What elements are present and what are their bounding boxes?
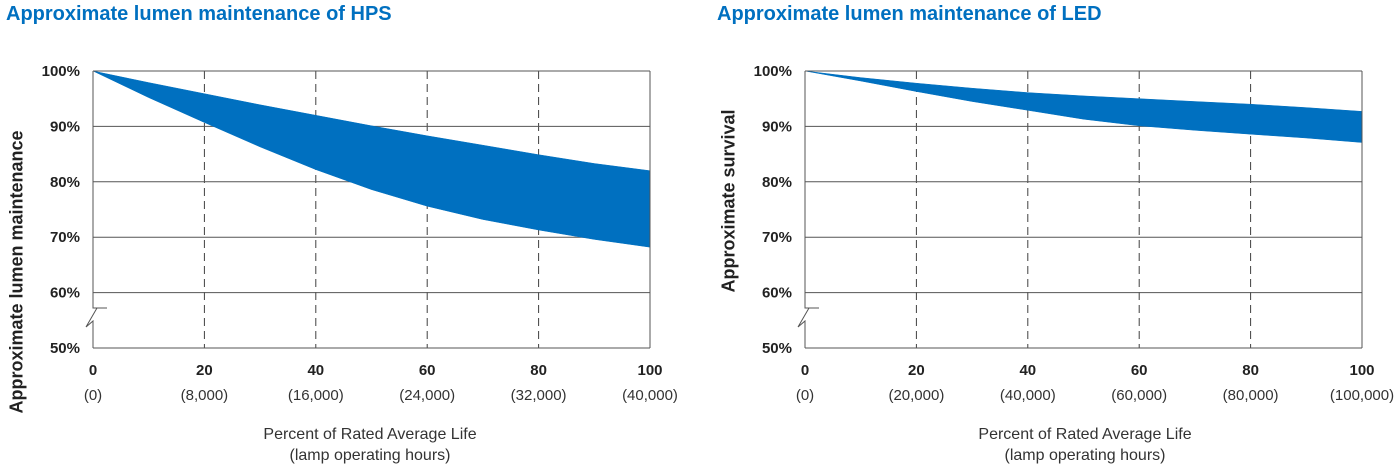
x-tick-sublabel: (80,000) [1223,387,1279,404]
axis-break-icon [797,307,810,348]
y-tick-label: 50% [762,340,792,357]
x-tick-sublabel: (40,000) [1000,387,1056,404]
y-tick-label: 60% [50,285,80,302]
x-tick-sublabel: (16,000) [288,387,344,404]
x-tick-label: 40 [1019,362,1036,379]
x-tick-label: 60 [1131,362,1148,379]
lumen-maintenance-band [804,70,1363,143]
x-axis-title-line2: (lamp operating hours) [289,447,451,464]
x-axis-title-line1: Percent of Rated Average Life [978,426,1192,443]
y-tick-label: 90% [762,118,792,135]
x-tick-label: 100 [637,362,662,379]
axis-break-icon [85,307,98,348]
hps-chart-panel: Approximate lumen maintenance of HPS App… [6,3,678,466]
x-axis-title: Percent of Rated Average Life (lamp oper… [835,424,1335,466]
x-tick-label: 80 [530,362,547,379]
x-tick-label: 0 [89,362,97,379]
y-tick-label: 100% [42,63,80,80]
led-chart-panel: Approximate lumen maintenance of LED App… [700,0,1400,474]
chart-title: Approximate lumen maintenance of HPS [6,3,392,25]
y-tick-label: 50% [50,340,80,357]
y-tick-label: 90% [50,118,80,135]
y-tick-label: 100% [754,63,792,80]
x-tick-sublabel: (8,000) [181,387,229,404]
x-tick-label: 0 [801,362,809,379]
x-tick-label: 60 [419,362,436,379]
hps-plot: 100% 90% 80% 70% 60% 50% 0 (0) 20 (8,000) 40 (16,00… [42,63,678,404]
y-tick-label: 60% [762,285,792,302]
x-tick-label: 80 [1242,362,1259,379]
x-tick-sublabel: (40,000) [622,387,678,404]
y-tick-label: 80% [50,174,80,191]
x-tick-sublabel: (32,000) [511,387,567,404]
x-tick-label: 100 [1349,362,1374,379]
x-tick-sublabel: (0) [796,387,814,404]
y-tick-label: 80% [762,174,792,191]
y-tick-label: 70% [50,229,80,246]
x-tick-label: 40 [307,362,324,379]
x-tick-label: 20 [196,362,213,379]
x-tick-sublabel: (60,000) [1111,387,1167,404]
x-tick-label: 20 [908,362,925,379]
led-plot: 100% 90% 80% 70% 60% 50% 0 (0) 20 (20,000) 40 (40,0… [754,63,1394,404]
x-tick-sublabel: (20,000) [888,387,944,404]
x-tick-sublabel: (0) [84,387,102,404]
y-axis-upper [804,71,819,309]
x-axis-title-line1: Percent of Rated Average Life [263,426,477,443]
lumen-maintenance-band [92,70,651,248]
x-axis-title-line2: (lamp operating hours) [1004,447,1166,464]
x-tick-sublabel: (24,000) [399,387,455,404]
x-axis-title: Percent of Rated Average Life (lamp oper… [120,424,620,466]
y-tick-label: 70% [762,229,792,246]
y-axis-upper [92,71,107,309]
x-tick-sublabel: (100,000) [1330,387,1394,404]
chart-title: Approximate lumen maintenance of LED [717,3,1102,25]
